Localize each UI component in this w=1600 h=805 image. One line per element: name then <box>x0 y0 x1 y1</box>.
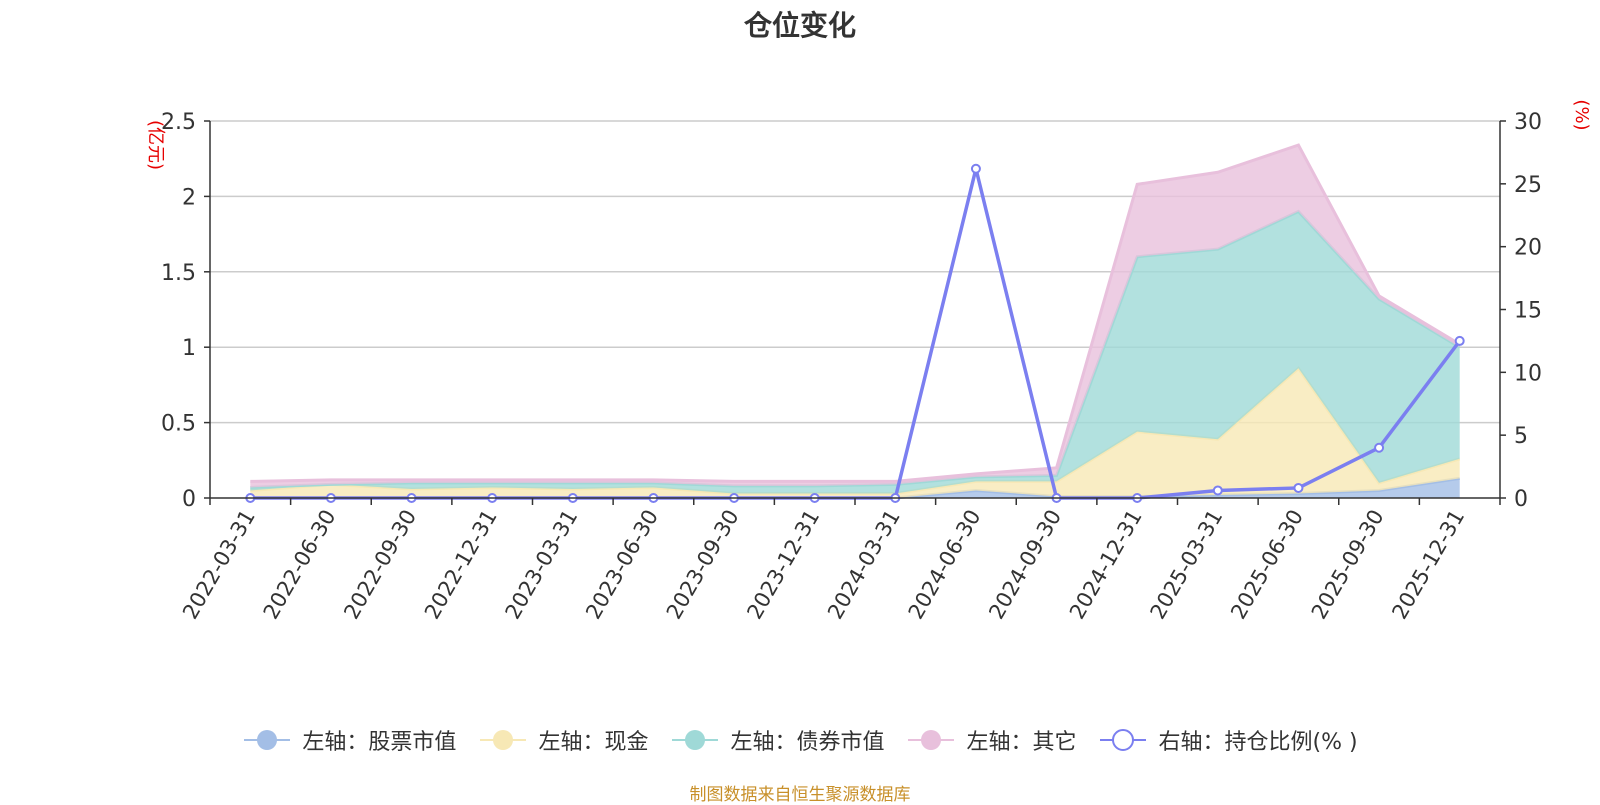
left-tick-label: 2 <box>182 185 196 210</box>
x-tick-label: 2023-09-30 <box>662 506 744 624</box>
left-axis-unit: (亿元) <box>145 120 166 170</box>
legend-label: 左轴：债券市值 <box>730 730 885 755</box>
legend-label: 右轴：持仓比例(% ) <box>1158 730 1358 755</box>
legend-item[interactable]: 左轴：其它 <box>906 724 1076 756</box>
right-tick-label: 5 <box>1514 424 1528 449</box>
right-tick-label: 25 <box>1514 173 1542 198</box>
legend-marker-icon <box>908 730 955 750</box>
x-tick-label: 2022-03-31 <box>178 506 260 624</box>
left-tick-label: 1 <box>182 336 196 361</box>
x-tick-label: 2022-12-31 <box>420 506 502 624</box>
area-0 <box>250 478 1460 498</box>
legend-item[interactable]: 左轴：股票市值 <box>242 724 456 756</box>
area-edge-3 <box>250 143 1461 483</box>
left-tick-label: 0 <box>182 487 196 512</box>
x-tick-label: 2024-09-30 <box>984 506 1066 624</box>
ratio-point <box>970 163 981 174</box>
chart-plot: 00.511.522.50510152025302022-03-312022-0… <box>145 99 1592 624</box>
legend-marker-icon <box>672 730 719 750</box>
area-1 <box>250 368 1460 498</box>
area-3 <box>250 145 1460 488</box>
legend-marker-icon <box>244 730 291 750</box>
ratio-point <box>1293 482 1304 493</box>
area-2 <box>250 211 1460 494</box>
x-tick-label: 2022-09-30 <box>339 506 421 624</box>
ratio-point <box>1212 485 1223 496</box>
x-tick-label: 2025-06-30 <box>1226 506 1308 624</box>
x-tick-label: 2023-12-31 <box>742 506 824 624</box>
x-tick-label: 2023-03-31 <box>501 506 583 624</box>
legend-item[interactable]: 左轴：债券市值 <box>670 724 884 756</box>
x-tick-label: 2024-03-31 <box>823 506 905 624</box>
right-tick-label: 0 <box>1514 487 1528 512</box>
legend-item[interactable]: 左轴：现金 <box>478 724 648 756</box>
legend-label: 左轴：股票市值 <box>302 730 457 755</box>
x-tick-label: 2025-12-31 <box>1387 506 1469 624</box>
right-tick-label: 15 <box>1514 299 1542 324</box>
left-tick-label: 1.5 <box>161 261 196 286</box>
legend-label: 左轴：其它 <box>966 730 1077 755</box>
right-axis-unit: (%) <box>1571 99 1592 130</box>
x-tick-label: 2024-12-31 <box>1065 506 1147 624</box>
left-tick-label: 2.5 <box>161 110 196 135</box>
ratio-point <box>1374 442 1385 453</box>
left-tick-label: 0.5 <box>161 412 196 437</box>
legend: 左轴：股票市值 左轴：现金 左轴：债券市值 左轴：其它 右轴：持仓比例(% ) <box>0 720 1600 760</box>
chart-title: 仓位变化 <box>743 9 856 42</box>
x-tick-label: 2025-09-30 <box>1307 506 1389 624</box>
x-tick-label: 2022-06-30 <box>259 506 341 624</box>
right-tick-label: 10 <box>1514 361 1542 386</box>
right-tick-label: 20 <box>1514 236 1542 261</box>
ratio-point <box>1454 335 1465 346</box>
x-tick-label: 2025-03-31 <box>1146 506 1228 624</box>
data-source-note: 制图数据来自恒生聚源数据库 <box>689 785 911 805</box>
right-tick-label: 30 <box>1514 110 1542 135</box>
legend-marker-icon <box>480 730 527 750</box>
legend-marker-icon <box>1100 729 1147 751</box>
legend-label: 左轴：现金 <box>538 730 649 755</box>
x-tick-label: 2023-06-30 <box>581 506 663 624</box>
x-tick-label: 2024-06-30 <box>904 506 986 624</box>
area-series <box>250 143 1461 500</box>
legend-item[interactable]: 右轴：持仓比例(% ) <box>1098 724 1358 756</box>
